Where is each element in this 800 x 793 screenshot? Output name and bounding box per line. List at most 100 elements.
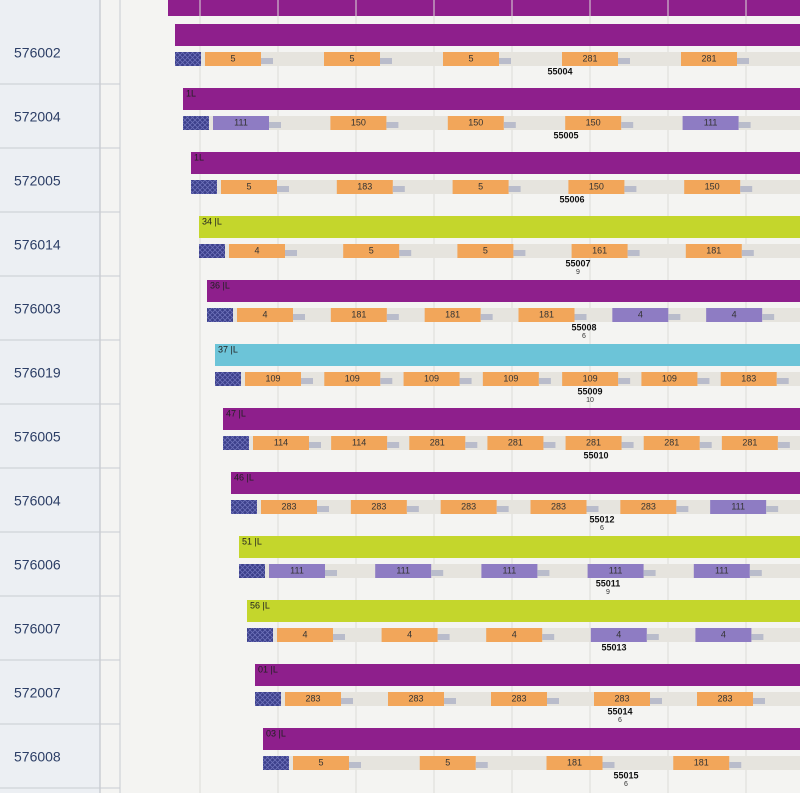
segment xyxy=(221,180,277,194)
segment-tail xyxy=(650,698,662,704)
segment-tail xyxy=(586,506,599,512)
task-code: 55008 xyxy=(571,322,596,332)
segment xyxy=(590,628,647,642)
segment-tail xyxy=(547,698,559,704)
hatched-block xyxy=(215,372,241,386)
segment-tail xyxy=(618,58,630,64)
hatched-block xyxy=(223,436,249,450)
task-bar xyxy=(199,216,800,238)
segment xyxy=(697,692,753,706)
row-id: 572004 xyxy=(14,109,61,125)
task-code: 55010 xyxy=(583,450,608,460)
segment-tail xyxy=(542,634,555,640)
segment-label: 150 xyxy=(351,117,366,127)
bar-label: 47 |L xyxy=(226,408,246,418)
task-code: 55014 xyxy=(607,706,632,716)
segment xyxy=(440,500,497,514)
segment-tail xyxy=(293,314,305,320)
segment-label: 183 xyxy=(741,373,756,383)
row-id: 576005 xyxy=(14,429,61,445)
segment-label: 111 xyxy=(609,565,623,575)
row-id: 576019 xyxy=(14,365,61,381)
bar-label: 51 |L xyxy=(242,536,262,546)
segment-tail xyxy=(392,186,405,192)
segment-tail xyxy=(777,442,790,448)
segment-tail xyxy=(386,122,399,128)
segment-label: 4 xyxy=(638,309,643,319)
segment-tail xyxy=(333,634,345,640)
segment-tail xyxy=(618,378,631,384)
segment-tail xyxy=(508,186,521,192)
task-bar xyxy=(183,88,800,110)
segment xyxy=(350,500,407,514)
segment xyxy=(643,436,700,450)
segment xyxy=(673,756,730,770)
row-id: 572007 xyxy=(14,685,61,701)
segment xyxy=(388,692,444,706)
segment xyxy=(565,116,622,130)
hatched-block xyxy=(255,692,281,706)
segment-label: 109 xyxy=(503,373,518,383)
task-bar xyxy=(223,408,800,430)
task-code: 55012 xyxy=(589,514,614,524)
segment-label: 111 xyxy=(731,501,745,511)
segment xyxy=(612,308,669,322)
segment xyxy=(620,500,677,514)
segment-tail xyxy=(643,570,656,576)
segment-tail xyxy=(737,58,749,64)
segment-tail xyxy=(697,378,710,384)
segment-label: 4 xyxy=(732,309,737,319)
segment-tail xyxy=(602,762,615,768)
segment xyxy=(277,628,333,642)
task-bar xyxy=(247,600,800,622)
segment-label: 114 xyxy=(274,437,288,447)
segment xyxy=(447,116,504,130)
segment-label: 161 xyxy=(592,245,607,255)
segment-label: 281 xyxy=(508,437,523,447)
task-note: 9 xyxy=(606,589,610,596)
segment-tail xyxy=(459,378,472,384)
segment xyxy=(330,116,387,130)
segment-label: 281 xyxy=(701,53,716,63)
segment-tail xyxy=(387,442,400,448)
segment xyxy=(685,244,742,258)
segment-tail xyxy=(480,314,493,320)
segment xyxy=(409,436,466,450)
segment-label: 4 xyxy=(721,629,726,639)
segment-label: 283 xyxy=(408,693,423,703)
task-code: 55005 xyxy=(553,130,578,140)
strip xyxy=(263,756,800,770)
segment xyxy=(419,756,476,770)
segment xyxy=(269,564,325,578)
segment-label: 181 xyxy=(567,757,582,767)
segment xyxy=(381,628,438,642)
segment xyxy=(721,436,778,450)
segment xyxy=(229,244,285,258)
segment-label: 109 xyxy=(583,373,598,383)
segment-tail xyxy=(431,570,444,576)
segment-tail xyxy=(740,186,753,192)
segment-tail xyxy=(317,506,329,512)
segment xyxy=(481,564,538,578)
segment-label: 5 xyxy=(468,53,473,63)
segment xyxy=(424,308,481,322)
hatched-block xyxy=(191,180,217,194)
segment-label: 283 xyxy=(614,693,629,703)
segment-tail xyxy=(475,762,488,768)
segment-label: 283 xyxy=(551,501,566,511)
segment-label: 283 xyxy=(371,501,386,511)
segment-label: 111 xyxy=(704,117,718,127)
segment-tail xyxy=(325,570,337,576)
segment xyxy=(486,628,543,642)
segment-label: 181 xyxy=(351,309,366,319)
segment-tail xyxy=(380,378,393,384)
segment-tail xyxy=(624,186,637,192)
time-grid xyxy=(199,0,747,793)
task-note: 6 xyxy=(618,717,622,724)
segment-tail xyxy=(537,570,550,576)
segment-tail xyxy=(621,442,634,448)
segment-tail xyxy=(776,378,789,384)
hatched-block xyxy=(239,564,265,578)
segment xyxy=(695,628,752,642)
segment-tail xyxy=(668,314,681,320)
